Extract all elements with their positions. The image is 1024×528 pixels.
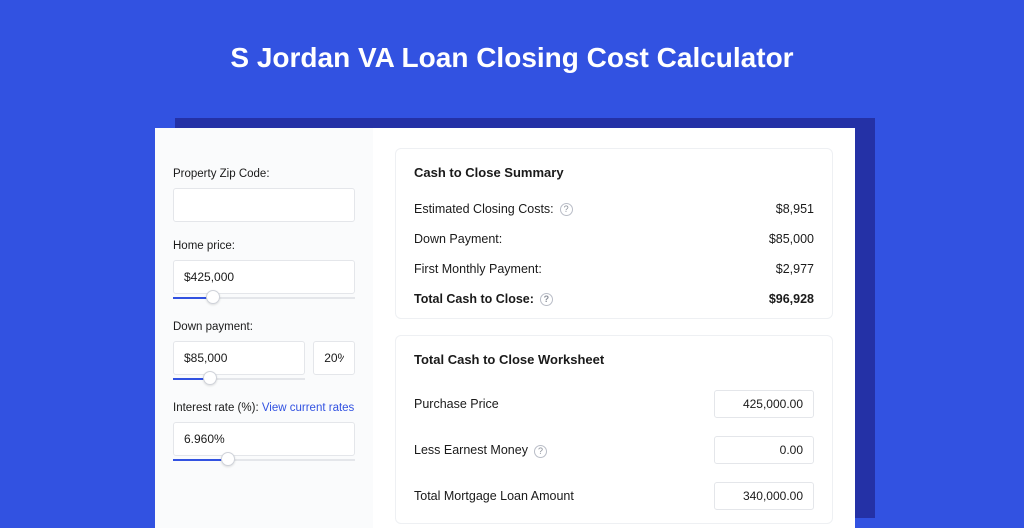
interest-rate-field: Interest rate (%): View current rates xyxy=(173,402,355,465)
home-price-label: Home price: xyxy=(173,240,355,252)
help-icon[interactable]: ? xyxy=(540,293,553,306)
worksheet-row-input[interactable] xyxy=(714,482,814,510)
worksheet-row-input[interactable] xyxy=(714,390,814,418)
worksheet-row: Less Earnest Money? xyxy=(414,427,814,473)
worksheet-rows: Purchase Price Less Earnest Money? Total M… xyxy=(414,381,814,519)
down-payment-pct-input[interactable] xyxy=(313,341,355,375)
summary-row: Down Payment: $85,000 xyxy=(414,224,814,254)
worksheet-row: Purchase Price xyxy=(414,381,814,427)
worksheet-row-input[interactable] xyxy=(714,436,814,464)
interest-rate-input[interactable] xyxy=(173,422,355,456)
home-price-slider[interactable] xyxy=(173,293,355,303)
calculator-card: Property Zip Code: Home price: Down paym… xyxy=(155,128,855,528)
slider-thumb[interactable] xyxy=(221,452,235,466)
summary-rows: Estimated Closing Costs:? $8,951 Down Paym… xyxy=(414,194,814,314)
zip-field: Property Zip Code: xyxy=(173,168,355,222)
worksheet-row-label: Less Earnest Money xyxy=(414,443,528,457)
down-payment-input[interactable] xyxy=(173,341,305,375)
slider-fill xyxy=(173,459,228,461)
summary-row-value: $96,928 xyxy=(769,292,814,306)
summary-row-label: Estimated Closing Costs: xyxy=(414,202,554,216)
home-price-field: Home price: xyxy=(173,240,355,303)
down-payment-slider[interactable] xyxy=(173,374,305,384)
worksheet-row-label: Total Mortgage Loan Amount xyxy=(414,489,574,503)
summary-row-value: $2,977 xyxy=(776,262,814,276)
summary-row: First Monthly Payment: $2,977 xyxy=(414,254,814,284)
inputs-sidebar: Property Zip Code: Home price: Down paym… xyxy=(155,128,373,528)
slider-thumb[interactable] xyxy=(203,371,217,385)
down-payment-label: Down payment: xyxy=(173,321,355,333)
summary-title: Cash to Close Summary xyxy=(414,165,814,180)
zip-label: Property Zip Code: xyxy=(173,168,355,180)
help-icon[interactable]: ? xyxy=(560,203,573,216)
worksheet-title: Total Cash to Close Worksheet xyxy=(414,352,814,367)
summary-row-value: $8,951 xyxy=(776,202,814,216)
summary-row: Estimated Closing Costs:? $8,951 xyxy=(414,194,814,224)
down-payment-field: Down payment: xyxy=(173,321,355,384)
interest-rate-slider[interactable] xyxy=(173,455,355,465)
summary-row-label: Down Payment: xyxy=(414,232,502,246)
view-rates-link[interactable]: View current rates xyxy=(262,402,354,414)
worksheet-row-label: Purchase Price xyxy=(414,397,499,411)
worksheet-panel: Total Cash to Close Worksheet Purchase P… xyxy=(395,335,833,524)
home-price-input[interactable] xyxy=(173,260,355,294)
page-title: S Jordan VA Loan Closing Cost Calculator xyxy=(0,0,1024,100)
results-main: Cash to Close Summary Estimated Closing … xyxy=(373,128,855,528)
interest-rate-label-text: Interest rate (%): xyxy=(173,402,262,414)
summary-row-label: Total Cash to Close: xyxy=(414,292,534,306)
interest-rate-label: Interest rate (%): View current rates xyxy=(173,402,355,414)
summary-row-label: First Monthly Payment: xyxy=(414,262,542,276)
summary-panel: Cash to Close Summary Estimated Closing … xyxy=(395,148,833,319)
zip-input[interactable] xyxy=(173,188,355,222)
summary-row: Total Cash to Close:? $96,928 xyxy=(414,284,814,314)
summary-row-value: $85,000 xyxy=(769,232,814,246)
slider-thumb[interactable] xyxy=(206,290,220,304)
help-icon[interactable]: ? xyxy=(534,445,547,458)
worksheet-row: Total Mortgage Loan Amount xyxy=(414,473,814,519)
